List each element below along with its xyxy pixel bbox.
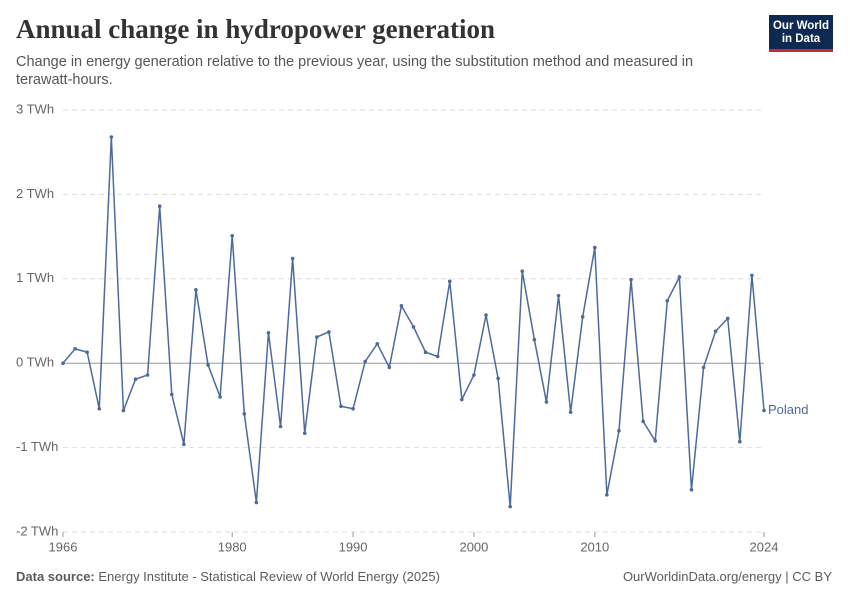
point <box>653 439 658 443</box>
point <box>194 287 198 292</box>
x-tick-label: 2024 <box>750 539 779 554</box>
point <box>701 365 706 370</box>
point <box>665 298 670 303</box>
point <box>484 313 488 317</box>
point <box>73 347 77 351</box>
point <box>133 377 138 382</box>
logo-line: in Data <box>781 32 821 45</box>
point <box>641 419 645 424</box>
point <box>363 359 367 364</box>
point <box>508 504 512 509</box>
credit[interactable]: OurWorldinData.org/energy | CC BY <box>622 569 832 584</box>
point <box>689 488 694 492</box>
point <box>460 397 464 402</box>
logo[interactable]: Our World in Data <box>769 15 833 52</box>
x-tick-label: 2000 <box>459 539 488 554</box>
point <box>713 329 718 333</box>
point <box>230 233 235 238</box>
point <box>351 406 355 411</box>
point <box>750 273 754 278</box>
point <box>496 376 500 381</box>
point <box>580 314 585 319</box>
point <box>97 406 102 411</box>
point <box>677 275 682 279</box>
y-tick-label: -2 TWh <box>16 523 58 538</box>
point <box>375 341 380 346</box>
point <box>568 410 573 414</box>
point <box>520 269 525 274</box>
point <box>242 412 247 416</box>
point <box>85 350 89 355</box>
point <box>206 363 210 367</box>
point <box>266 331 271 335</box>
point <box>738 439 742 444</box>
point <box>399 304 404 308</box>
point <box>544 400 549 404</box>
point <box>169 392 174 397</box>
x-tick-label: 1966 <box>49 539 78 554</box>
y-tick-label: -1 TWh <box>16 439 58 454</box>
y-tick-label: 0 TWh <box>16 355 54 370</box>
source: Data source: Energy Institute - Statisti… <box>16 569 440 584</box>
point <box>254 500 259 505</box>
point <box>411 325 416 329</box>
point <box>762 408 766 413</box>
point <box>339 404 343 409</box>
point <box>556 293 561 298</box>
y-tick-label: 1 TWh <box>16 270 54 285</box>
x-tick-label: 1980 <box>218 539 247 554</box>
series-label: Poland <box>768 402 808 417</box>
source-text: Energy Institute - Statistical Review of… <box>98 569 440 584</box>
point <box>629 277 633 282</box>
x-tick-label: 2010 <box>580 539 609 554</box>
point <box>592 245 597 250</box>
logo-line: Our World <box>772 20 829 32</box>
chart-title: Annual change in hydropower generation <box>16 14 496 44</box>
chart-subtitle: Change in energy generation relative to … <box>16 54 694 88</box>
y-tick-label: 2 TWh <box>16 186 54 201</box>
point <box>327 330 331 334</box>
point <box>435 354 440 359</box>
point <box>423 350 428 355</box>
point <box>532 337 537 342</box>
point <box>109 135 114 139</box>
point <box>617 428 621 433</box>
point <box>447 279 452 284</box>
point <box>302 431 307 436</box>
point <box>472 373 476 377</box>
source-label: Data source: <box>16 569 95 584</box>
point <box>290 256 295 261</box>
point <box>61 361 65 366</box>
point <box>182 442 186 447</box>
line <box>62 136 765 507</box>
point <box>145 373 150 377</box>
point <box>725 316 730 321</box>
point <box>278 424 283 429</box>
point <box>387 365 392 370</box>
x-tick-label: 1990 <box>339 539 368 554</box>
point <box>315 335 319 339</box>
point <box>157 204 162 209</box>
point <box>218 395 222 399</box>
point <box>121 408 126 413</box>
y-tick-label: 3 TWh <box>16 101 54 116</box>
point <box>605 493 609 497</box>
